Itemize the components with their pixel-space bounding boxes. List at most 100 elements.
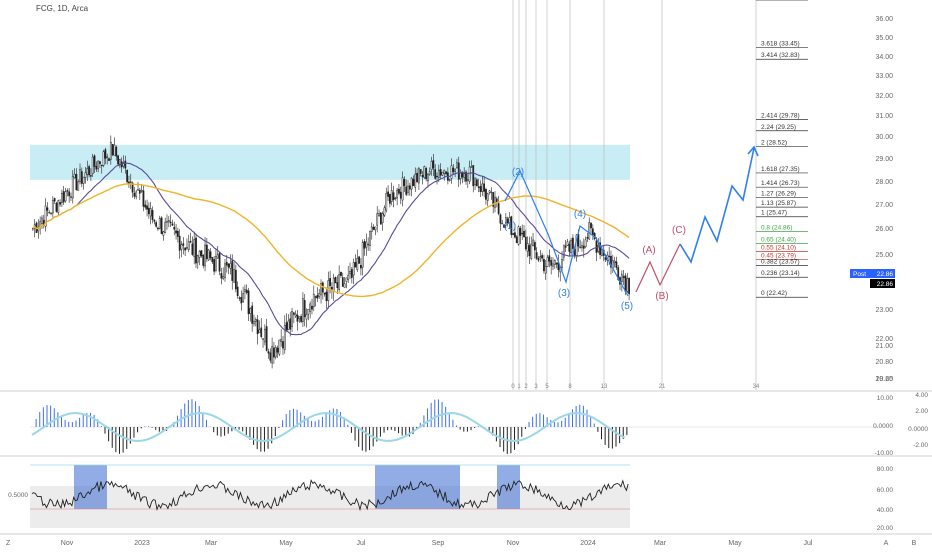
candle-body	[362, 243, 363, 267]
candle-body	[324, 293, 325, 294]
candle-body	[500, 215, 501, 224]
wave-label: (1)	[504, 221, 516, 232]
price-tick-label: 31.00	[875, 113, 893, 120]
candle-body	[386, 193, 387, 210]
candle-body	[355, 262, 356, 267]
candle-body	[277, 348, 278, 352]
histogram-bar	[431, 403, 432, 427]
histogram-bar	[104, 427, 105, 434]
candle-body	[377, 214, 378, 226]
candle-body	[208, 250, 209, 260]
candle-body	[525, 237, 526, 249]
candle-body	[110, 142, 111, 159]
candle-body	[342, 278, 343, 287]
histogram-bar	[253, 427, 254, 445]
candle-body	[63, 191, 64, 202]
candle-body	[259, 330, 260, 333]
candle-body	[473, 165, 474, 186]
candle-body	[168, 220, 169, 222]
price-tick-label: 28.00	[875, 179, 893, 186]
candle-body	[609, 256, 610, 257]
candle-body	[315, 297, 316, 298]
fib-level-label: 0 (22.42)	[761, 290, 787, 297]
candle-body	[273, 348, 274, 357]
time-axis-label: Mar	[654, 540, 667, 547]
candle-body	[442, 172, 443, 175]
histogram-bar	[601, 427, 602, 439]
candle-body	[438, 170, 439, 177]
price-tick-label: 25.00	[875, 252, 893, 259]
histogram-bar	[130, 427, 131, 444]
candle-body	[358, 257, 359, 264]
candle-body	[83, 177, 84, 183]
histogram-bar	[318, 420, 319, 427]
rsi-right-tick: 40.00	[877, 507, 894, 514]
candle-body	[393, 193, 394, 200]
candle-body	[127, 170, 128, 182]
candle-body	[415, 174, 416, 187]
histogram-bar	[144, 426, 145, 427]
candle-body	[625, 276, 626, 292]
histogram-bar	[358, 427, 359, 447]
histogram-bar	[72, 422, 73, 427]
cycle-number: 34	[753, 384, 760, 390]
candle-body	[478, 187, 479, 188]
histogram-bar	[543, 415, 544, 427]
candle-body	[281, 339, 282, 341]
candle-body	[344, 284, 345, 288]
histogram-bar	[68, 422, 69, 427]
candle-body	[226, 262, 227, 265]
histogram-bar	[257, 427, 258, 449]
candle-body	[282, 341, 283, 348]
candle-body	[587, 237, 588, 238]
fib-level-label: 2.414 (29.78)	[761, 113, 800, 120]
cycle-number: 13	[601, 384, 608, 390]
time-axis-label: Nov	[507, 540, 520, 547]
candle-body	[454, 170, 455, 172]
price-tick-label: 27.00	[875, 202, 893, 209]
candle-body	[195, 238, 196, 263]
candle-body	[177, 231, 178, 236]
candle-body	[616, 262, 617, 268]
time-axis-corner: A	[884, 540, 889, 547]
wave-label: (A)	[642, 245, 655, 256]
candle-body	[67, 190, 68, 191]
candle-body	[422, 175, 423, 176]
candle-body	[233, 269, 234, 282]
wave-label: (3)	[558, 288, 570, 299]
candle-body	[179, 236, 180, 250]
candle-body	[161, 218, 162, 234]
candle-body	[99, 162, 100, 164]
cycle-number: 0	[511, 384, 515, 390]
histogram-bar	[101, 426, 102, 427]
histogram-bar	[289, 410, 290, 427]
histogram-bar	[217, 427, 218, 436]
candle-body	[474, 178, 475, 185]
candle-body	[351, 269, 352, 277]
candle-body	[458, 163, 459, 179]
candle-body	[65, 192, 66, 201]
histogram-bar	[83, 415, 84, 427]
candle-body	[194, 239, 195, 256]
histogram-bar	[529, 422, 530, 427]
histogram-bar	[616, 427, 617, 447]
cycle-number: 21	[659, 384, 666, 390]
candle-body	[41, 218, 42, 224]
fib-level-label: 1.13 (25.87)	[761, 200, 796, 207]
candle-body	[157, 228, 158, 229]
time-axis-label: Jul	[804, 540, 813, 547]
histogram-bar	[561, 421, 562, 427]
histogram-bar	[94, 415, 95, 427]
histogram-bar	[191, 399, 192, 427]
candle-body	[456, 163, 457, 168]
candle-body	[61, 193, 62, 202]
candle-body	[183, 244, 184, 246]
histogram-bar	[228, 427, 229, 434]
post-price-value: 22.86	[877, 271, 894, 278]
candle-body	[56, 203, 57, 212]
candle-body	[85, 173, 86, 178]
histogram-bar	[278, 427, 279, 428]
candle-body	[464, 174, 465, 178]
